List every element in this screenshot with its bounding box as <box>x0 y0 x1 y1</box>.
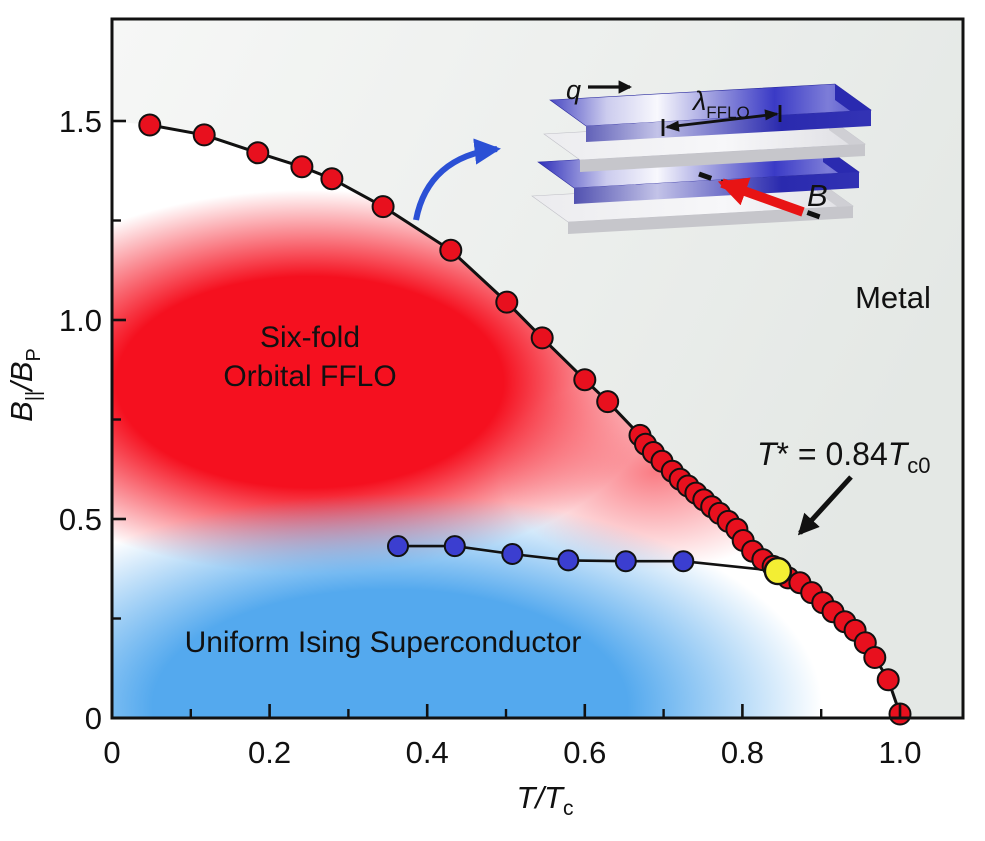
b-field-label: B <box>807 178 828 213</box>
plate2-gray-front <box>580 144 865 172</box>
region-label-metal: Metal <box>855 280 931 315</box>
blue-data-point <box>672 550 695 573</box>
x-tick-label: 1.0 <box>878 735 921 770</box>
q-label: q <box>566 75 581 105</box>
region-label-six-fold-line1: Six-fold <box>260 321 360 354</box>
region-label-uniform-ising: Uniform Ising Superconductor <box>185 626 582 659</box>
region-label-six-fold-line2: Orbital FFLO <box>223 360 396 393</box>
plate1-blue-front <box>586 110 871 142</box>
lambda-arrowhead-left <box>665 120 680 132</box>
red-data-point <box>530 326 554 350</box>
y-tick-label: 1.5 <box>59 104 102 139</box>
red-data-point <box>192 123 216 147</box>
b-field-arrow <box>717 177 805 217</box>
red-data-point <box>320 167 344 191</box>
tstar-arrow <box>797 475 853 536</box>
lambda-arrow-line <box>666 112 778 129</box>
red-data-point <box>495 290 519 314</box>
red-data-point <box>246 141 270 165</box>
red-data-point <box>573 368 597 392</box>
red-data-point <box>439 238 463 262</box>
x-tick-label: 0.2 <box>248 735 291 770</box>
blue-ising-shading <box>112 494 822 718</box>
blue-data-point <box>557 549 580 572</box>
y-tick-label: 1.0 <box>59 303 102 338</box>
tstar-yellow-point <box>763 556 793 586</box>
x-tick-label: 0.6 <box>563 735 606 770</box>
data-points <box>138 113 912 726</box>
red-data-point <box>138 113 162 137</box>
red-data-point <box>290 155 314 179</box>
x-tick-label: 0.4 <box>406 735 449 770</box>
y-tick-label: 0 <box>85 701 102 736</box>
inset-layered-structure: q λFFLO B <box>531 75 872 234</box>
red-fflo-shading <box>112 190 662 574</box>
red-data-point <box>876 668 900 692</box>
plate3-blue-front <box>574 172 859 204</box>
blue-data-point <box>614 550 637 573</box>
axis-tick-labels: 0 0.2 0.4 0.6 0.8 1.0 0 0.5 1.0 1.5 <box>59 104 922 770</box>
dome-shading <box>112 190 822 718</box>
x-tick-label: 0 <box>103 735 120 770</box>
y-tick-label: 0.5 <box>59 502 102 537</box>
red-data-point <box>596 390 620 414</box>
red-data-point <box>863 646 887 669</box>
plate4-gray-front <box>568 206 853 234</box>
blue-data-point <box>443 535 466 558</box>
blue-data-point <box>501 543 524 565</box>
plot-frame <box>110 17 965 720</box>
red-data-point <box>371 195 395 219</box>
y-axis-title: B||/BP <box>4 348 45 422</box>
x-tick-label: 0.8 <box>721 735 764 770</box>
x-axis-title: T/Tc <box>517 780 574 820</box>
lambda-arrowhead-right <box>764 109 779 121</box>
tstar-annotation: T* = 0.84Tc0 <box>757 436 931 478</box>
inset-pointer-arrow <box>413 138 501 221</box>
blue-data-point <box>387 535 409 558</box>
axis-ticks <box>110 119 902 720</box>
